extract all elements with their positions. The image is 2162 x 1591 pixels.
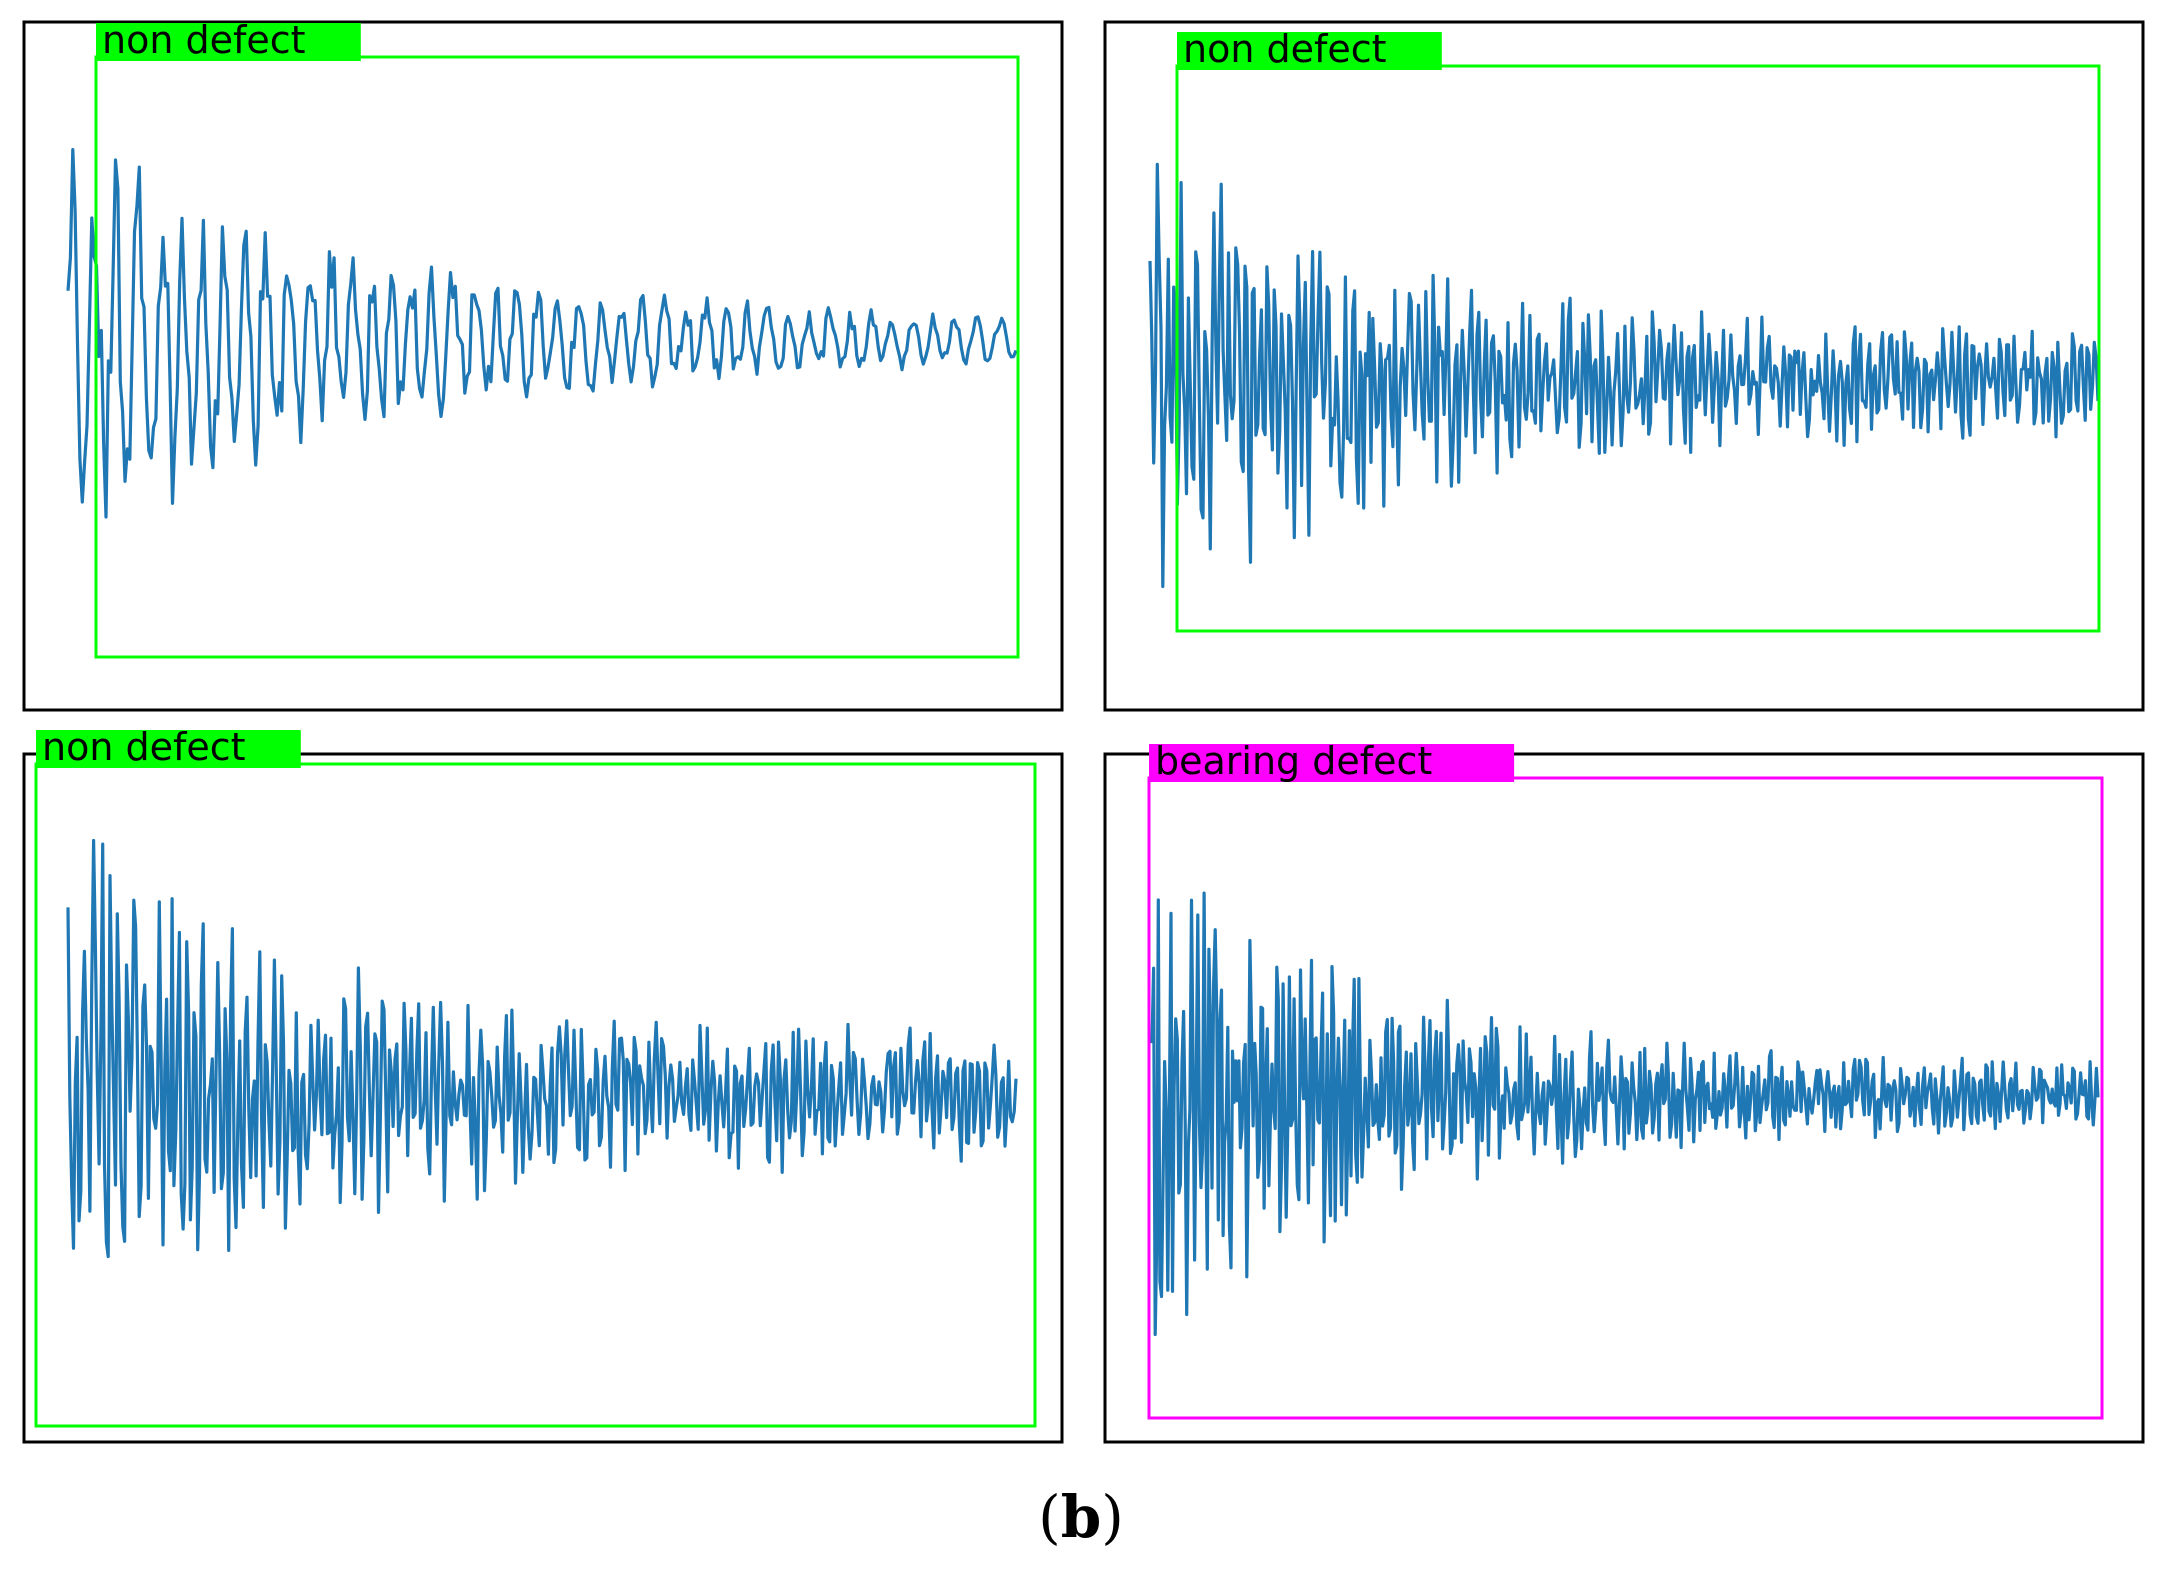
- figure-caption: (b): [0, 1488, 2162, 1546]
- panel-frame: [1103, 752, 2145, 1444]
- detection-box: [34, 762, 1037, 1428]
- panel-top-left: non defect: [22, 18, 1064, 712]
- detection-label-bg: [1149, 744, 1515, 782]
- panel-top-right: non defect: [1103, 20, 2145, 712]
- signal-line: [1148, 162, 2100, 589]
- panels: non defect non defect non defect bearing de…: [22, 18, 2145, 1444]
- detection-label-bg: [1177, 32, 1442, 70]
- detection-label: bearing defect: [1155, 739, 1432, 783]
- signal-line: [1150, 891, 2100, 1337]
- detection-label: non defect: [42, 725, 246, 769]
- panel-frame: [22, 20, 1064, 712]
- detection-label: non defect: [102, 18, 306, 62]
- caption-open: (: [1038, 1483, 1061, 1551]
- panel-frame: [22, 752, 1064, 1444]
- detection-label: non defect: [1183, 27, 1387, 71]
- detection-box: [1147, 776, 2104, 1420]
- panel-bottom-right: bearing defect: [1103, 739, 2145, 1444]
- panel-frame: [1103, 20, 2145, 712]
- detection-box: [94, 55, 1020, 659]
- detection-box: [1175, 64, 2101, 633]
- signal-line: [66, 838, 1018, 1259]
- caption-close: ): [1101, 1483, 1124, 1551]
- detection-label-bg: [36, 730, 301, 768]
- caption-letter: b: [1060, 1483, 1102, 1551]
- detection-label-bg: [96, 23, 361, 61]
- signal-line: [66, 148, 1018, 519]
- panel-bottom-left: non defect: [22, 725, 1064, 1444]
